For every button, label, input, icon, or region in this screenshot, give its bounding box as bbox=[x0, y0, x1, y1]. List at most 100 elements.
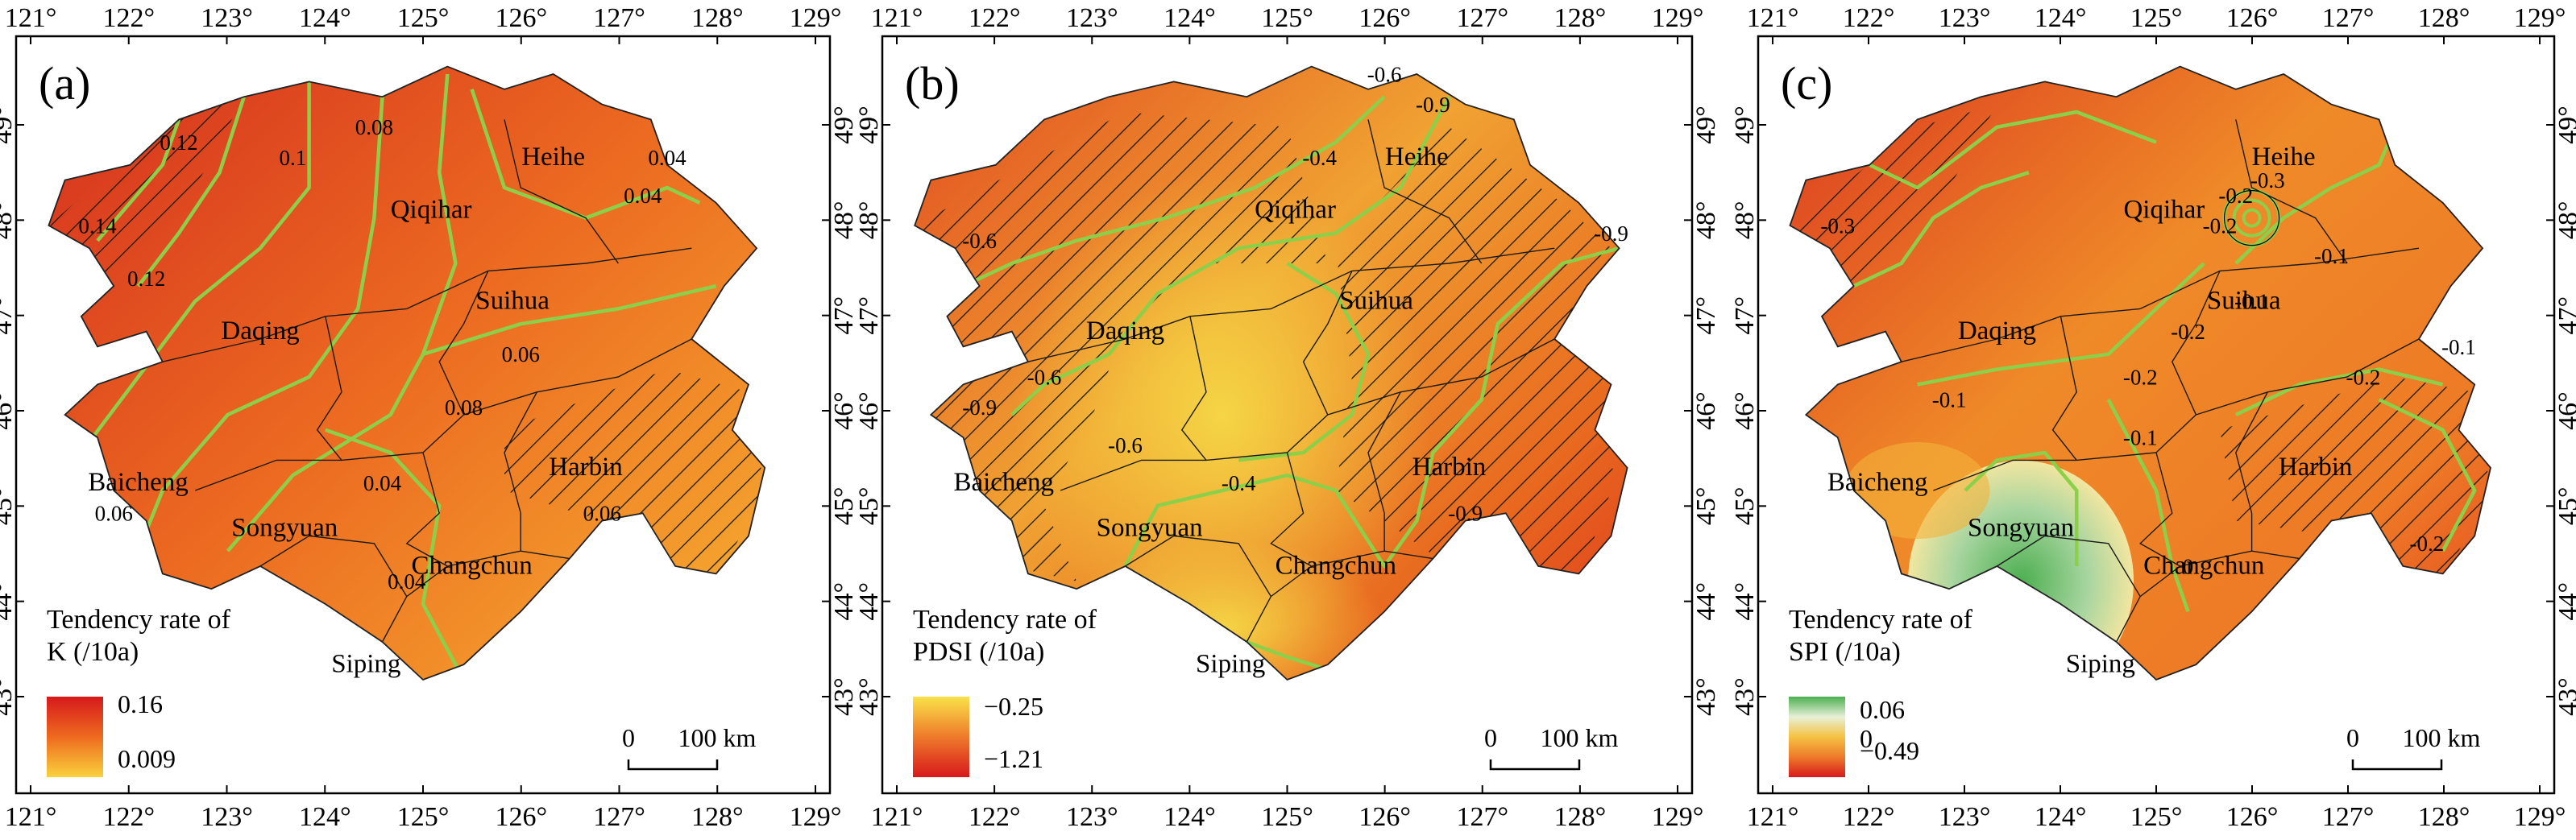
lon-tick-top: 125° bbox=[1261, 3, 1313, 33]
map-panel-b: -0.6 -0.6 -0.9 -0.4 -0.6 -0.9 -0.9 -0.6 -0.4 -0.9… bbox=[854, 3, 1721, 832]
contour-line bbox=[1869, 110, 2157, 190]
lat-tick-right: 49° bbox=[1691, 106, 1721, 144]
city-label-siping: Siping bbox=[1196, 650, 1265, 679]
lon-tick-top: 128° bbox=[2418, 3, 2470, 33]
contour-line bbox=[1238, 262, 1371, 462]
contour-label: 0.06 bbox=[583, 502, 621, 526]
lon-tick-bottom: 129° bbox=[790, 802, 842, 832]
legend-max-value: 0.16 bbox=[118, 689, 163, 718]
lat-tick-right: 45° bbox=[829, 487, 859, 526]
contour-label: -0.1 bbox=[2123, 426, 2158, 450]
region-boundary bbox=[194, 459, 342, 491]
lat-tick-right: 44° bbox=[829, 582, 859, 621]
lon-tick-bottom: 129° bbox=[2514, 802, 2566, 832]
lat-tick-right: 44° bbox=[2553, 582, 2576, 621]
lon-tick-top: 122° bbox=[102, 3, 155, 33]
lon-tick-bottom: 126° bbox=[1359, 802, 1411, 832]
significance-hatching bbox=[2220, 377, 2491, 581]
panel-label: (a) bbox=[39, 57, 90, 110]
city-label-suihua: Suihua bbox=[475, 286, 550, 315]
city-label-heihe: Heihe bbox=[1385, 143, 1449, 172]
city-label-heihe: Heihe bbox=[521, 143, 585, 172]
lat-tick-right: 43° bbox=[1691, 677, 1721, 716]
region-boundary bbox=[1997, 535, 2141, 597]
region-boundary bbox=[2051, 316, 2077, 461]
lat-tick-left: 48° bbox=[854, 201, 884, 240]
contour-label: 0.04 bbox=[624, 184, 662, 208]
lon-tick-top: 126° bbox=[2226, 3, 2279, 33]
legend-max-value: −0.25 bbox=[984, 692, 1043, 721]
contour-line bbox=[1010, 96, 1451, 416]
contour-label: -0.6 bbox=[962, 229, 997, 253]
legend-title: Tendency rate of bbox=[913, 605, 1097, 635]
scale-bar-zero: 0 bbox=[622, 723, 635, 752]
lon-tick-top: 124° bbox=[1164, 3, 1216, 33]
province-outline bbox=[914, 65, 1628, 681]
legend-min-value: 0.009 bbox=[118, 744, 176, 773]
city-label-changchun: Changchun bbox=[2143, 551, 2264, 580]
contour-label: -0.9 bbox=[1594, 221, 1628, 246]
contour-ring bbox=[2232, 198, 2271, 238]
lon-tick-bottom: 127° bbox=[1456, 802, 1508, 832]
contour-label: 0.1 bbox=[280, 146, 307, 170]
lon-tick-top: 121° bbox=[1747, 3, 1799, 33]
contour-line bbox=[325, 428, 466, 681]
lat-tick-right: 45° bbox=[1691, 487, 1721, 526]
lon-tick-bottom: 123° bbox=[1066, 802, 1118, 832]
panel-label: (c) bbox=[1781, 57, 1832, 110]
lat-tick-right: 48° bbox=[2553, 201, 2576, 240]
contour-ring-outline bbox=[2223, 190, 2280, 246]
lon-tick-bottom: 124° bbox=[1164, 802, 1216, 832]
contour-label: 0.06 bbox=[502, 342, 540, 366]
region-boundary bbox=[405, 452, 448, 567]
region-boundary bbox=[2235, 391, 2268, 552]
legend-title: PDSI (/10a) bbox=[913, 637, 1044, 667]
lon-tick-bottom: 121° bbox=[5, 802, 57, 832]
lon-tick-bottom: 125° bbox=[1261, 802, 1313, 832]
lon-tick-top: 125° bbox=[2130, 3, 2183, 33]
contour-line bbox=[2234, 367, 2444, 417]
region-boundary bbox=[2196, 338, 2420, 416]
contour-label: -0.4 bbox=[1222, 471, 1256, 495]
moderate-spi-area bbox=[1844, 442, 1990, 539]
lat-tick-right: 47° bbox=[2553, 296, 2576, 335]
lon-tick-bottom: 124° bbox=[299, 802, 351, 832]
city-label-songyuan: Songyuan bbox=[1968, 513, 2074, 542]
legend-title: SPI (/10a) bbox=[1789, 637, 1901, 667]
region-boundary bbox=[463, 338, 692, 416]
contour-label: 0.06 bbox=[95, 502, 133, 526]
city-label-qiqihar: Qiqihar bbox=[1255, 196, 1336, 225]
region-boundary bbox=[2139, 452, 2180, 567]
contour-label: 0.08 bbox=[445, 395, 483, 420]
lon-tick-top: 127° bbox=[1456, 3, 1508, 33]
region-boundary bbox=[2235, 119, 2348, 264]
contour-label: 0 bbox=[2183, 554, 2194, 578]
city-label-qiqihar: Qiqihar bbox=[2123, 196, 2205, 225]
legend-max-value: 0.06 bbox=[1860, 695, 1905, 724]
region-boundary bbox=[1125, 535, 1271, 597]
region-boundary bbox=[341, 271, 489, 461]
contour-line bbox=[2378, 398, 2477, 552]
city-label-heihe: Heihe bbox=[2252, 143, 2316, 172]
region-boundary bbox=[1367, 391, 1401, 552]
lon-tick-top: 129° bbox=[1652, 3, 1704, 33]
contour-label: -0.6 bbox=[1108, 433, 1143, 457]
legend-title: Tendency rate of bbox=[47, 605, 231, 635]
lon-tick-bottom: 129° bbox=[1652, 802, 1704, 832]
region-boundary bbox=[2076, 271, 2221, 461]
city-label-daqing: Daqing bbox=[1958, 317, 2036, 346]
scale-bar bbox=[627, 759, 719, 771]
region-boundary bbox=[1027, 308, 1271, 362]
city-label-harbin: Harbin bbox=[1412, 453, 1487, 482]
legend-color-ramp bbox=[47, 697, 103, 777]
contour-label: -0.1 bbox=[2314, 244, 2349, 268]
lon-tick-bottom: 124° bbox=[2035, 802, 2087, 832]
city-label-suihua: Suihua bbox=[1339, 286, 1413, 315]
region-boundary bbox=[1205, 271, 1353, 461]
lat-tick-left: 44° bbox=[1730, 582, 1760, 621]
city-label-qiqihar: Qiqihar bbox=[391, 196, 472, 225]
contour-label: -0.6 bbox=[1367, 62, 1402, 86]
lon-tick-bottom: 127° bbox=[2322, 802, 2375, 832]
lat-tick-left: 48° bbox=[1730, 201, 1760, 240]
